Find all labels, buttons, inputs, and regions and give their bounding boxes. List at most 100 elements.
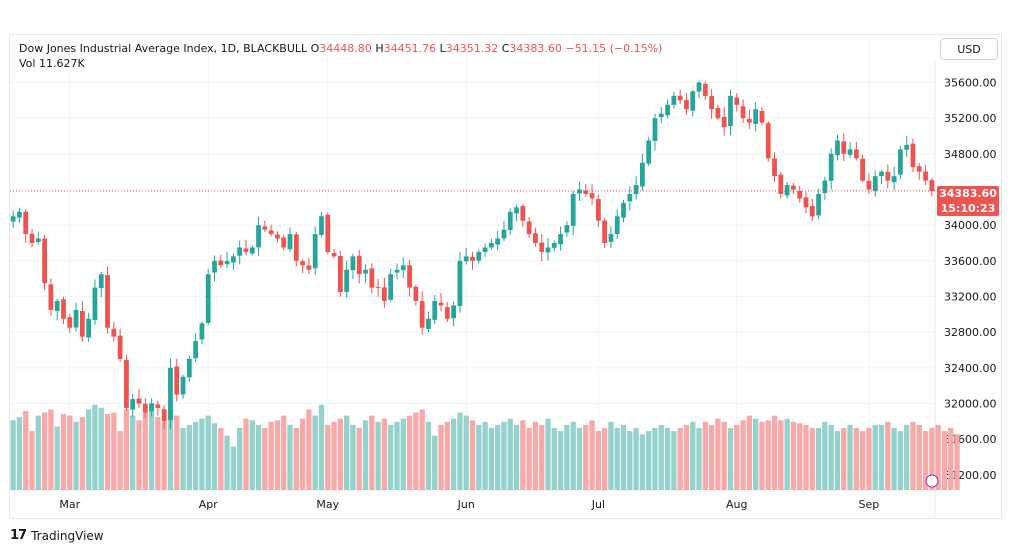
volume-bar bbox=[237, 428, 243, 490]
volume-bar bbox=[708, 424, 715, 490]
volume-bar bbox=[243, 418, 249, 490]
volume-bar bbox=[230, 446, 237, 490]
candle-body bbox=[646, 140, 652, 164]
candle-body bbox=[822, 180, 828, 193]
volume-bar bbox=[255, 424, 262, 490]
candle-body bbox=[369, 268, 375, 288]
volume-bar bbox=[916, 424, 922, 490]
candle-body bbox=[312, 234, 318, 269]
candle-body bbox=[860, 158, 866, 181]
candle-body bbox=[337, 256, 343, 293]
candle-body bbox=[325, 214, 331, 252]
candle-body bbox=[671, 95, 677, 105]
candle-body bbox=[136, 398, 142, 404]
x-tick-label: Jun bbox=[457, 498, 475, 511]
candle-body bbox=[658, 113, 664, 118]
volume-bar bbox=[281, 415, 287, 490]
volume-bar bbox=[155, 417, 161, 490]
candle-body bbox=[570, 193, 576, 226]
volume-bar bbox=[771, 415, 778, 490]
volume-bar bbox=[457, 412, 463, 490]
change-value: −51.15 (−0.15%) bbox=[565, 42, 663, 55]
symbol-title[interactable]: Dow Jones Industrial Average Index, 1D, … bbox=[19, 42, 308, 55]
volume-bar bbox=[318, 404, 325, 490]
candle-body bbox=[816, 193, 821, 216]
candle-body bbox=[665, 104, 670, 116]
volume-bar bbox=[834, 431, 841, 490]
volume-bar bbox=[872, 424, 878, 490]
candle-body bbox=[186, 358, 192, 378]
volume-bar bbox=[344, 415, 350, 490]
candle-body bbox=[507, 211, 513, 230]
open-label: O bbox=[310, 42, 320, 55]
candle-body bbox=[916, 166, 922, 172]
volume-bar bbox=[262, 428, 268, 490]
volume-bar bbox=[476, 424, 482, 490]
candle-body bbox=[130, 399, 136, 410]
volume-bar bbox=[841, 428, 847, 490]
volume-bar bbox=[205, 415, 211, 490]
volume-bar bbox=[444, 421, 450, 490]
candle-body bbox=[885, 171, 891, 181]
candle-body bbox=[633, 185, 639, 195]
volume-bar bbox=[375, 421, 381, 490]
candle-body bbox=[898, 149, 903, 175]
candle-body bbox=[86, 318, 92, 338]
chart-frame bbox=[9, 34, 1002, 519]
candle-body bbox=[463, 256, 469, 262]
volume-bar bbox=[98, 407, 104, 490]
candle-body bbox=[230, 256, 236, 263]
candle-body bbox=[419, 301, 425, 328]
candle-body bbox=[715, 107, 721, 119]
volume-bar bbox=[822, 421, 828, 490]
volume-bar bbox=[249, 420, 255, 490]
volume-bar bbox=[274, 420, 281, 490]
volume-bar bbox=[790, 421, 797, 490]
volume-bar bbox=[904, 424, 910, 490]
volume-bar bbox=[639, 434, 646, 490]
volume-bar bbox=[809, 428, 815, 490]
volume-bar bbox=[362, 420, 369, 490]
volume-bar bbox=[450, 418, 457, 490]
open-value: 34448.80 bbox=[319, 42, 372, 55]
candle-body bbox=[702, 83, 708, 96]
footer-branding[interactable]: 17 TradingView bbox=[10, 528, 104, 543]
candle-body bbox=[382, 287, 387, 301]
candle-body bbox=[199, 323, 205, 340]
volume-bar bbox=[646, 431, 652, 490]
volume-bar bbox=[922, 431, 929, 490]
candle-body bbox=[35, 238, 41, 243]
candle-body bbox=[891, 176, 897, 183]
candle-body bbox=[300, 261, 305, 266]
volume-bar bbox=[576, 428, 583, 490]
candle-body bbox=[79, 311, 85, 337]
candle-body bbox=[287, 234, 293, 250]
candle-body bbox=[457, 260, 463, 307]
volume-bar bbox=[878, 424, 885, 490]
candle-body bbox=[205, 274, 211, 323]
volume-bar bbox=[35, 415, 41, 490]
currency-button[interactable]: USD bbox=[940, 38, 998, 60]
volume-bar bbox=[652, 428, 658, 490]
volume-bar bbox=[79, 417, 86, 490]
bar-countdown: 15:10:23 bbox=[940, 202, 996, 215]
volume-bar bbox=[369, 415, 375, 490]
y-tick-label: 35600.00 bbox=[944, 77, 997, 90]
volume-bar bbox=[224, 435, 230, 490]
candle-body bbox=[923, 171, 928, 181]
volume-bar bbox=[60, 414, 67, 490]
volume-bar bbox=[268, 421, 274, 490]
low-label: L bbox=[439, 42, 446, 55]
candle-body bbox=[73, 309, 79, 328]
volume-bar bbox=[513, 424, 520, 490]
candle-body bbox=[268, 230, 274, 235]
candle-body bbox=[583, 190, 589, 194]
volume-bar bbox=[948, 428, 954, 490]
candle-body bbox=[48, 284, 54, 310]
candle-body bbox=[212, 260, 217, 273]
volume-bar bbox=[432, 435, 438, 490]
volume-bar bbox=[734, 424, 740, 490]
candle-body bbox=[828, 153, 834, 181]
volume-label: Vol bbox=[19, 57, 36, 70]
